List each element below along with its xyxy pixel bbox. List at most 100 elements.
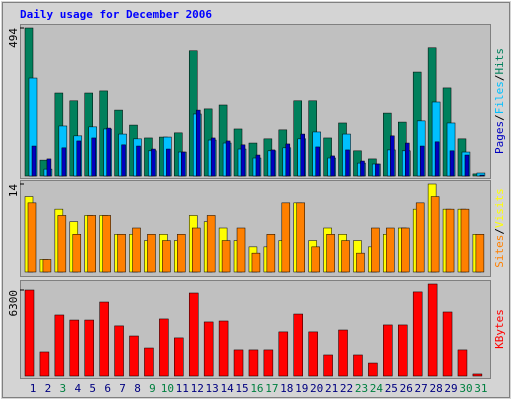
bar: [225, 140, 231, 177]
x-tick-label: 7: [119, 382, 126, 395]
bar: [248, 349, 259, 377]
bar: [188, 292, 199, 377]
bar: [405, 142, 410, 177]
bar: [338, 329, 348, 377]
bar: [221, 240, 231, 273]
bar: [311, 246, 320, 273]
bar: [233, 349, 244, 377]
bar: [415, 202, 425, 273]
bar: [76, 140, 82, 177]
legend-entry: Pages: [493, 121, 506, 154]
bar: [457, 349, 468, 377]
x-tick-label: 30: [459, 382, 472, 395]
bar: [87, 215, 96, 273]
bar: [345, 149, 350, 177]
bar: [315, 146, 320, 177]
bar: [84, 319, 94, 377]
bar: [475, 234, 485, 273]
x-tick-label: 31: [474, 382, 487, 395]
x-tick-label: 11: [176, 382, 189, 395]
bar: [323, 354, 333, 377]
legend: KBytes: [493, 309, 506, 349]
x-tick-label: 4: [74, 382, 81, 395]
bar: [371, 227, 380, 273]
bar: [91, 137, 96, 177]
x-tick-label: 2: [45, 382, 52, 395]
bar: [117, 234, 126, 273]
bar: [203, 321, 214, 377]
x-tick-label: 8: [134, 382, 141, 395]
bar: [61, 147, 67, 177]
bar: [191, 227, 201, 273]
bar: [177, 234, 186, 273]
bar: [353, 354, 363, 377]
x-tick-label: 28: [429, 382, 442, 395]
bar: [308, 331, 318, 377]
bar: [24, 289, 35, 377]
bar: [99, 301, 109, 377]
x-tick-label: 5: [89, 382, 96, 395]
legend-separator: /: [493, 114, 506, 121]
x-tick-label: 12: [191, 382, 204, 395]
x-tick-label: 24: [370, 382, 384, 395]
bar: [27, 202, 37, 273]
x-tick-label: 18: [280, 382, 293, 395]
bar: [255, 154, 261, 177]
bar: [360, 160, 365, 177]
x-tick-label: 15: [235, 382, 248, 395]
bar: [472, 373, 483, 377]
bar: [42, 259, 52, 273]
bar: [326, 234, 335, 273]
bar: [206, 215, 216, 273]
bar: [106, 127, 111, 177]
bar: [218, 320, 229, 377]
bar: [390, 135, 395, 177]
bar: [195, 109, 201, 177]
bar: [69, 319, 80, 377]
x-tick-label: 21: [325, 382, 338, 395]
x-tick-label: 1: [30, 382, 37, 395]
bar: [419, 145, 425, 177]
x-tick-label: 29: [444, 382, 457, 395]
bar: [300, 133, 305, 177]
legend: Pages/Files/Hits: [493, 48, 506, 154]
x-tick-label: 6: [104, 382, 111, 395]
x-tick-label: 22: [340, 382, 353, 395]
bar: [251, 252, 261, 273]
legend: Sites/Visits: [493, 188, 506, 268]
bar: [330, 155, 335, 177]
bar: [368, 362, 378, 377]
x-tick-label: 14: [220, 382, 234, 395]
bar: [166, 148, 171, 177]
x-tick-label: 10: [161, 382, 174, 395]
x-tick-label: 25: [385, 382, 398, 395]
x-tick-label: 13: [206, 382, 219, 395]
x-tick-label: 27: [415, 382, 428, 395]
x-tick-label: 26: [400, 382, 413, 395]
legend-entry: Sites: [493, 235, 506, 268]
bar: [278, 331, 289, 377]
bar: [356, 252, 365, 273]
bar: [386, 227, 395, 273]
bar: [479, 174, 485, 177]
bar: [46, 158, 52, 177]
bar: [151, 148, 156, 177]
bar: [398, 324, 408, 377]
bar: [270, 149, 276, 177]
y-tick-label: 14: [7, 184, 20, 198]
bar: [162, 240, 171, 273]
bar: [449, 150, 455, 177]
bar: [412, 291, 423, 377]
bar: [147, 234, 156, 273]
bar: [427, 283, 438, 377]
x-tick-label: 23: [355, 382, 368, 395]
bar: [285, 143, 291, 177]
bar: [39, 351, 50, 377]
x-tick-label: 3: [60, 382, 67, 395]
legend-entry: Files: [493, 81, 506, 114]
bar: [181, 151, 186, 177]
x-tick-label: 16: [250, 382, 263, 395]
x-tick-label: 9: [149, 382, 156, 395]
